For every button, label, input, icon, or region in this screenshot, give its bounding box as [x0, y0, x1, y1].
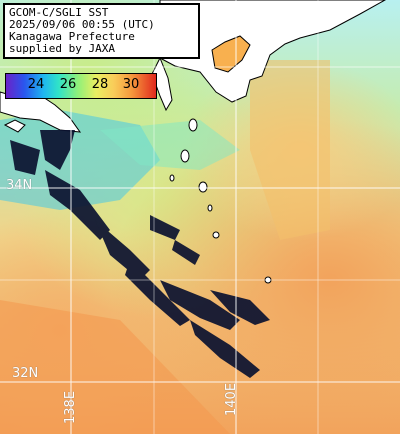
island-toshima — [180, 149, 190, 163]
island-kozushima — [198, 181, 208, 193]
lon-label-right: 140E — [224, 382, 239, 416]
island-niijima — [169, 174, 175, 182]
colorbar-tick-24: 24 — [27, 77, 45, 92]
island-mikura — [212, 231, 220, 239]
header-sensor: GCOM-C/SGLI SST — [9, 6, 109, 19]
lon-label-left: 138E — [63, 390, 78, 424]
sst-colorbar: 24 26 28 30 — [5, 73, 157, 99]
land-honshu — [159, 0, 387, 103]
cloud-mask-group — [10, 130, 270, 378]
header-region: Kanagawa Prefecture — [9, 30, 135, 43]
warm-water-south — [0, 300, 230, 434]
island-hachijo — [264, 276, 272, 284]
lat-label-upper: 34N — [6, 178, 33, 193]
header-box: GCOM-C/SGLI SST 2025/09/06 00:55 (UTC) K… — [3, 3, 200, 59]
colorbar-tick-28: 28 — [91, 77, 109, 92]
island-oshima — [188, 118, 198, 132]
lat-label-lower: 32N — [12, 366, 39, 381]
colorbar-tick-26: 26 — [59, 77, 77, 92]
land-small-patch — [3, 119, 26, 133]
island-miyake — [207, 204, 213, 212]
header-supplier: supplied by JAXA — [9, 42, 115, 55]
land-boso-peninsula — [211, 35, 251, 73]
cool-water-region-2 — [100, 120, 240, 170]
colorbar-tick-30: 30 — [122, 77, 140, 92]
warm-water-band — [250, 60, 330, 240]
header-datetime: 2025/09/06 00:55 (UTC) — [9, 18, 155, 31]
